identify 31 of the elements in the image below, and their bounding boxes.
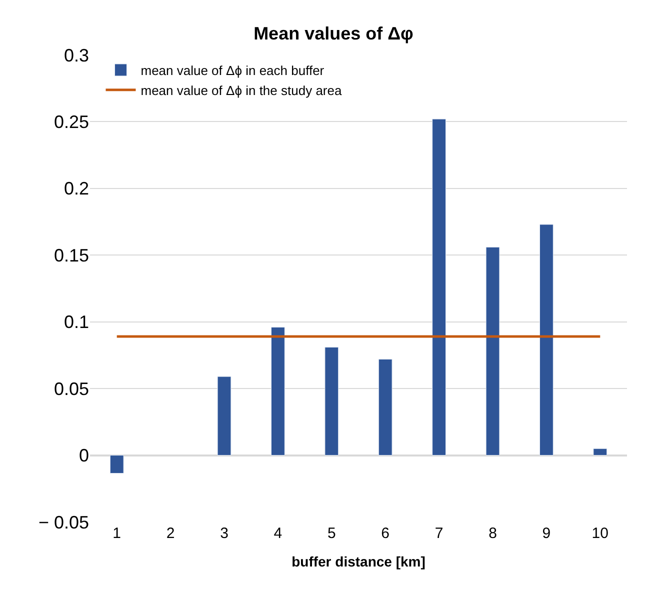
bar <box>110 455 124 474</box>
y-tick-label: 0 <box>78 446 89 466</box>
y-tick-label: 0.2 <box>64 178 89 199</box>
legend-label: mean value of Δϕ in the study area <box>140 82 342 98</box>
x-tick-label: 8 <box>488 525 497 542</box>
y-tick-label: 0.25 <box>54 112 89 132</box>
y-tick-label: 0.15 <box>54 245 89 266</box>
bar <box>324 346 339 456</box>
y-tick-label: 0.1 <box>64 312 89 332</box>
y-tick-label: 0.05 <box>54 378 89 399</box>
x-tick-label: 7 <box>434 525 444 542</box>
x-tick-label: 4 <box>274 525 282 542</box>
x-tick-label: 6 <box>381 525 390 542</box>
x-tick-label: 1 <box>112 525 122 542</box>
bar <box>539 224 554 456</box>
x-tick-label: 5 <box>327 525 336 542</box>
x-tick-label: 2 <box>166 525 175 542</box>
bar <box>378 358 392 456</box>
x-tick-label: 10 <box>592 525 608 542</box>
x-tick-label: 3 <box>220 525 228 542</box>
bar <box>217 376 232 456</box>
x-axis-title: buffer distance [km] <box>292 553 426 570</box>
legend-label: mean value of Δϕ in each buffer <box>140 63 325 78</box>
y-tick-label: − 0.05 <box>38 512 89 532</box>
bar <box>270 326 285 456</box>
chart-title: Mean values of Δφ <box>254 23 414 44</box>
y-tick-label: 0.3 <box>64 45 89 66</box>
bar <box>486 246 500 456</box>
bar <box>593 448 608 456</box>
bar <box>432 118 446 456</box>
x-tick-label: 9 <box>542 525 551 542</box>
